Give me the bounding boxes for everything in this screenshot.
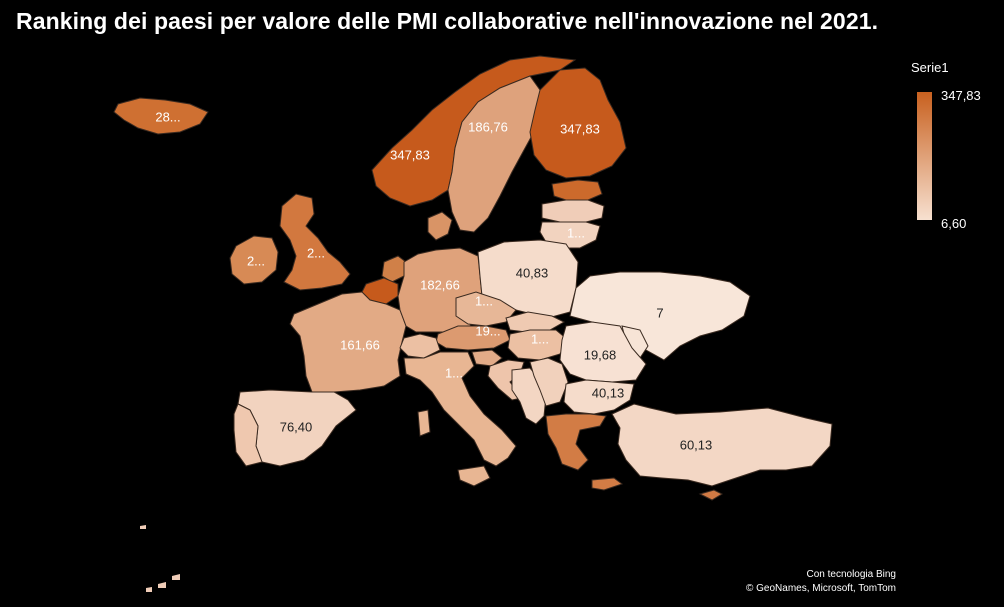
island-shape [158, 582, 166, 588]
region-slovakia[interactable] [505, 311, 566, 333]
label-romania: 19,68 [584, 347, 617, 362]
region-cyprus[interactable] [698, 489, 724, 501]
legend-min-label: 6,60 [941, 216, 967, 231]
label-norway: 347,83 [390, 147, 430, 162]
island-shape [140, 525, 146, 529]
legend-color-scale [917, 92, 932, 220]
label-bulgaria: 40,13 [592, 385, 625, 400]
legend-max-label: 347,83 [941, 88, 981, 103]
map-title: Ranking dei paesi per valore delle PMI c… [16, 8, 879, 34]
region-latvia[interactable] [541, 199, 605, 223]
region-portugal[interactable] [233, 403, 263, 467]
region-iceland[interactable] [113, 97, 209, 135]
label-iceland: 28... [155, 109, 180, 124]
label-uk: 2... [307, 245, 325, 260]
island-shape [146, 587, 152, 592]
label-france: 161,66 [340, 337, 380, 352]
region-france[interactable] [289, 291, 407, 393]
region-denmark[interactable] [427, 211, 453, 241]
region-lithuania[interactable] [539, 221, 601, 249]
label-austria: 19... [475, 323, 500, 338]
region-czechia[interactable] [455, 291, 517, 327]
region-netherlands[interactable] [381, 255, 407, 283]
region-sweden[interactable] [447, 75, 546, 233]
region-austria[interactable] [435, 325, 511, 351]
region-hungary[interactable] [507, 329, 569, 361]
island-shape [172, 574, 180, 580]
region-labels: 28... 347,83 186,76 347,83 1... 2... 2..… [155, 109, 712, 452]
label-ireland: 2... [247, 253, 265, 268]
region-greece[interactable] [545, 413, 624, 491]
region-slovenia[interactable] [471, 349, 503, 367]
region-finland[interactable] [529, 67, 627, 179]
map-credits: Con tecnologia Bing © GeoNames, Microsof… [746, 568, 896, 596]
label-ukraine: 7 [656, 305, 663, 320]
label-turkey: 60,13 [680, 437, 713, 452]
label-sweden: 186,76 [468, 119, 508, 134]
label-italy: 1... [445, 365, 463, 380]
region-turkey[interactable] [611, 403, 833, 487]
region-switzerland[interactable] [399, 333, 441, 359]
label-czechia: 1... [475, 293, 493, 308]
label-hungary: 1... [531, 331, 549, 346]
region-bulgaria[interactable] [563, 379, 635, 415]
label-finland: 347,83 [560, 121, 600, 136]
label-germany: 182,66 [420, 277, 460, 292]
region-serbia[interactable] [529, 357, 569, 407]
credit-line-2: © GeoNames, Microsoft, TomTom [746, 583, 896, 594]
region-uk[interactable] [279, 193, 351, 291]
region-estonia[interactable] [551, 179, 603, 201]
region-romania[interactable] [559, 321, 647, 383]
region-ireland[interactable] [229, 235, 279, 285]
region-italy[interactable] [403, 351, 517, 487]
label-spain: 76,40 [280, 419, 313, 434]
credit-line-1: Con tecnologia Bing [806, 569, 896, 580]
legend-title: Serie1 [911, 60, 949, 75]
label-poland: 40,83 [516, 265, 549, 280]
label-lithuania: 1... [567, 225, 585, 240]
